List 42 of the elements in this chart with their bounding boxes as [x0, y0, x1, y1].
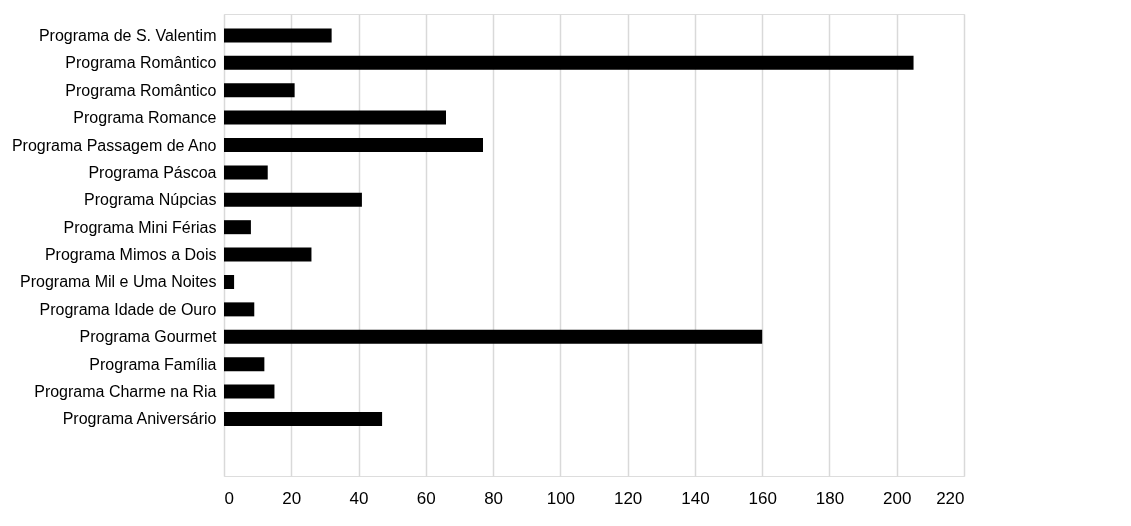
- y-tick-label: Programa Passagem de Ano: [11, 136, 217, 154]
- y-tick-label: Programa Romântico: [65, 54, 217, 72]
- bar: [224, 28, 332, 43]
- y-tick-label: Programa Família: [89, 355, 217, 373]
- bar: [224, 192, 362, 207]
- bar: [224, 55, 914, 70]
- bar: [224, 247, 312, 262]
- x-tick-label: 200: [883, 488, 912, 508]
- bar: [224, 302, 255, 317]
- x-tick-label: 160: [748, 488, 777, 508]
- y-tick-label: Programa Mini Férias: [63, 218, 217, 236]
- bar: [224, 329, 763, 344]
- y-tick-label: Programa Romance: [73, 109, 217, 127]
- y-tick-label: Programa Romântico: [65, 81, 217, 99]
- y-tick-label: Programa Mil e Uma Noites: [20, 273, 217, 291]
- y-tick-label: Programa Núpcias: [84, 191, 217, 209]
- x-tick-label: 80: [484, 488, 504, 508]
- bar: [224, 138, 483, 153]
- bar: [224, 357, 265, 372]
- x-tick-label: 140: [681, 488, 710, 508]
- bar: [224, 384, 275, 399]
- x-tick-label: 40: [349, 488, 369, 508]
- bar: [224, 411, 383, 426]
- bar: [224, 220, 251, 235]
- bar: [224, 83, 295, 98]
- x-tick-label: 20: [282, 488, 302, 508]
- y-tick-label: Programa Páscoa: [88, 163, 217, 181]
- y-tick-label: Programa Idade de Ouro: [39, 300, 217, 318]
- x-tick-label: 120: [613, 488, 643, 508]
- bar: [224, 165, 268, 180]
- y-tick-label: Programa Gourmet: [79, 328, 218, 346]
- y-tick-label: Programa de S. Valentim: [38, 26, 217, 44]
- x-tick-label: 60: [416, 488, 436, 508]
- y-tick-label: Programa Mimos a Dois: [44, 246, 217, 264]
- y-tick-label: Programa Aniversário: [62, 410, 217, 428]
- y-tick-label: Programa Charme na Ria: [34, 383, 217, 401]
- x-tick-label: 0: [224, 488, 234, 508]
- x-tick-label: 180: [815, 488, 845, 508]
- bar: [224, 110, 446, 125]
- x-tick-label: 220: [936, 488, 965, 508]
- x-tick-label: 100: [546, 488, 576, 508]
- bar: [224, 274, 235, 289]
